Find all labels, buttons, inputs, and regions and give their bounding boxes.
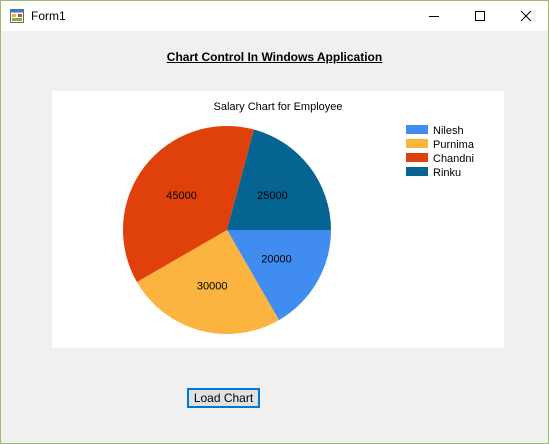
salary-pie-chart: Salary Chart for Employee 20000 30000 45000… (122, 101, 475, 335)
window-title: Form1 (31, 9, 66, 23)
data-label-chandni: 45000 (166, 190, 197, 202)
legend-swatch-rinku (406, 167, 428, 176)
close-icon (520, 10, 532, 22)
data-label-rinku: 25000 (257, 190, 288, 202)
legend-entry-rinku: Rinku (433, 167, 461, 179)
page-heading: Chart Control In Windows Application (166, 50, 383, 64)
legend-entry-purnima: Purnima (433, 139, 475, 151)
title-bar[interactable]: Form1 (1, 1, 548, 31)
pie-slice-chandni (122, 125, 254, 282)
pie-slice-nilesh (227, 230, 331, 321)
legend-entry-chandni: Chandni (433, 153, 474, 165)
data-label-purnima: 30000 (197, 280, 228, 292)
legend-entry-nilesh: Nilesh (433, 125, 464, 137)
close-button[interactable] (503, 1, 549, 31)
maximize-button[interactable] (457, 1, 503, 31)
legend-swatch-nilesh (406, 125, 428, 134)
legend-swatch-purnima (406, 139, 428, 148)
chart-control: Salary Chart for Employee 20000 30000 45000… (52, 91, 504, 348)
data-label-nilesh: 20000 (261, 254, 292, 266)
maximize-icon (475, 11, 485, 21)
chart-title: Salary Chart for Employee (214, 101, 343, 113)
minimize-button[interactable] (411, 1, 457, 31)
load-chart-button[interactable]: Load Chart (187, 388, 260, 408)
pie-slice-purnima (136, 230, 279, 335)
winforms-app-icon (10, 9, 24, 23)
minimize-icon (429, 16, 439, 17)
pie-slice-rinku (227, 129, 331, 230)
legend-swatch-chandni (406, 153, 428, 162)
